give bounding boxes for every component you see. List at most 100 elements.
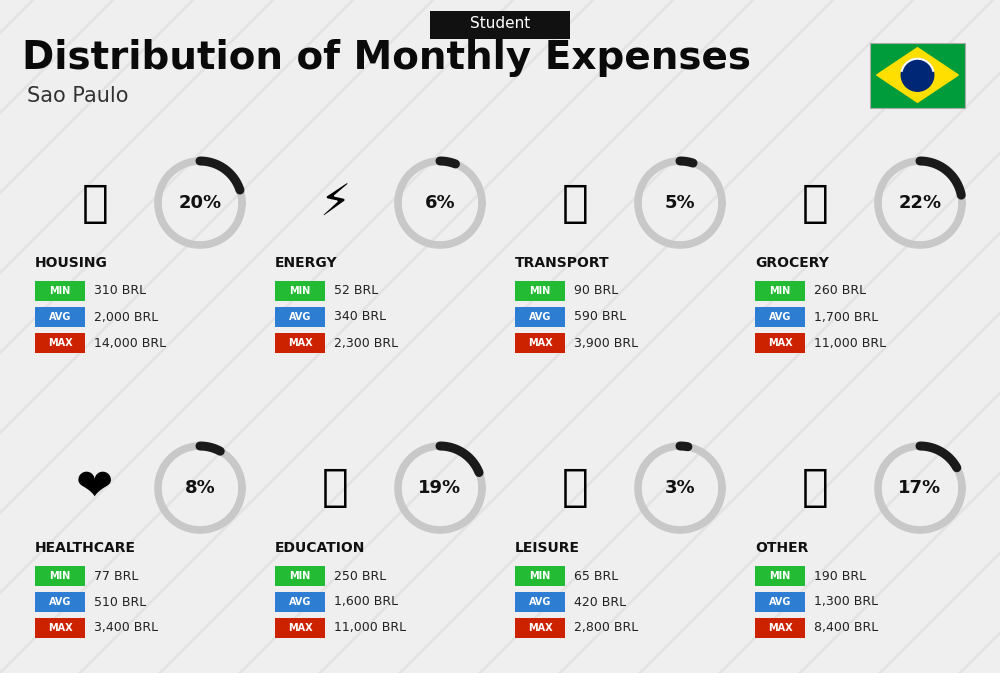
Text: HEALTHCARE: HEALTHCARE bbox=[35, 541, 136, 555]
Text: 590 BRL: 590 BRL bbox=[574, 310, 626, 324]
Text: GROCERY: GROCERY bbox=[755, 256, 829, 270]
FancyBboxPatch shape bbox=[35, 618, 85, 638]
Text: 🏢: 🏢 bbox=[82, 182, 108, 225]
Text: 3,900 BRL: 3,900 BRL bbox=[574, 336, 638, 349]
Text: Distribution of Monthly Expenses: Distribution of Monthly Expenses bbox=[22, 39, 751, 77]
Text: EDUCATION: EDUCATION bbox=[275, 541, 365, 555]
Text: 14,000 BRL: 14,000 BRL bbox=[94, 336, 166, 349]
FancyBboxPatch shape bbox=[275, 592, 325, 612]
Text: 250 BRL: 250 BRL bbox=[334, 569, 386, 583]
Text: MAX: MAX bbox=[528, 623, 552, 633]
Text: AVG: AVG bbox=[529, 312, 551, 322]
Text: 1,700 BRL: 1,700 BRL bbox=[814, 310, 878, 324]
FancyBboxPatch shape bbox=[275, 307, 325, 327]
Text: 310 BRL: 310 BRL bbox=[94, 285, 146, 297]
FancyBboxPatch shape bbox=[515, 566, 565, 586]
FancyBboxPatch shape bbox=[35, 592, 85, 612]
Text: 22%: 22% bbox=[898, 194, 942, 212]
Text: AVG: AVG bbox=[289, 312, 311, 322]
Text: MAX: MAX bbox=[288, 338, 312, 348]
FancyBboxPatch shape bbox=[755, 333, 805, 353]
Text: MIN: MIN bbox=[529, 571, 551, 581]
Text: 510 BRL: 510 BRL bbox=[94, 596, 146, 608]
Polygon shape bbox=[877, 48, 958, 102]
FancyBboxPatch shape bbox=[275, 333, 325, 353]
FancyBboxPatch shape bbox=[515, 307, 565, 327]
FancyBboxPatch shape bbox=[430, 11, 570, 39]
Text: 💰: 💰 bbox=[802, 466, 828, 509]
FancyBboxPatch shape bbox=[870, 42, 965, 108]
FancyBboxPatch shape bbox=[275, 281, 325, 301]
FancyBboxPatch shape bbox=[35, 333, 85, 353]
Text: MAX: MAX bbox=[288, 623, 312, 633]
Text: 2,800 BRL: 2,800 BRL bbox=[574, 621, 638, 635]
FancyBboxPatch shape bbox=[755, 566, 805, 586]
Text: 1,600 BRL: 1,600 BRL bbox=[334, 596, 398, 608]
Text: OTHER: OTHER bbox=[755, 541, 808, 555]
Text: 11,000 BRL: 11,000 BRL bbox=[814, 336, 886, 349]
Text: 5%: 5% bbox=[665, 194, 695, 212]
Text: 8%: 8% bbox=[185, 479, 215, 497]
Text: MIN: MIN bbox=[529, 286, 551, 296]
FancyBboxPatch shape bbox=[515, 618, 565, 638]
Text: 🛍️: 🛍️ bbox=[562, 466, 588, 509]
Text: 420 BRL: 420 BRL bbox=[574, 596, 626, 608]
FancyBboxPatch shape bbox=[755, 618, 805, 638]
FancyBboxPatch shape bbox=[755, 592, 805, 612]
Text: AVG: AVG bbox=[769, 312, 791, 322]
Text: MAX: MAX bbox=[768, 338, 792, 348]
Text: 2,000 BRL: 2,000 BRL bbox=[94, 310, 158, 324]
Text: 17%: 17% bbox=[898, 479, 942, 497]
Text: MIN: MIN bbox=[49, 571, 71, 581]
FancyBboxPatch shape bbox=[35, 566, 85, 586]
FancyBboxPatch shape bbox=[755, 307, 805, 327]
Text: AVG: AVG bbox=[49, 312, 71, 322]
Text: Sao Paulo: Sao Paulo bbox=[27, 86, 128, 106]
Text: 260 BRL: 260 BRL bbox=[814, 285, 866, 297]
Text: LEISURE: LEISURE bbox=[515, 541, 580, 555]
FancyBboxPatch shape bbox=[515, 333, 565, 353]
Text: 340 BRL: 340 BRL bbox=[334, 310, 386, 324]
FancyBboxPatch shape bbox=[35, 281, 85, 301]
Text: 2,300 BRL: 2,300 BRL bbox=[334, 336, 398, 349]
Text: ⚡: ⚡ bbox=[319, 182, 351, 225]
Text: 8,400 BRL: 8,400 BRL bbox=[814, 621, 878, 635]
Text: 19%: 19% bbox=[418, 479, 462, 497]
Text: 3,400 BRL: 3,400 BRL bbox=[94, 621, 158, 635]
FancyBboxPatch shape bbox=[515, 281, 565, 301]
Text: 65 BRL: 65 BRL bbox=[574, 569, 618, 583]
Text: 190 BRL: 190 BRL bbox=[814, 569, 866, 583]
Text: 1,300 BRL: 1,300 BRL bbox=[814, 596, 878, 608]
Circle shape bbox=[901, 59, 934, 92]
Text: 3%: 3% bbox=[665, 479, 695, 497]
Text: MIN: MIN bbox=[769, 571, 791, 581]
Text: MIN: MIN bbox=[49, 286, 71, 296]
Text: AVG: AVG bbox=[49, 597, 71, 607]
Text: 90 BRL: 90 BRL bbox=[574, 285, 618, 297]
FancyBboxPatch shape bbox=[275, 618, 325, 638]
Text: AVG: AVG bbox=[289, 597, 311, 607]
Text: ENERGY: ENERGY bbox=[275, 256, 338, 270]
Text: AVG: AVG bbox=[529, 597, 551, 607]
Text: 20%: 20% bbox=[178, 194, 222, 212]
Text: MIN: MIN bbox=[769, 286, 791, 296]
Text: ❤️: ❤️ bbox=[76, 466, 114, 509]
Text: MAX: MAX bbox=[768, 623, 792, 633]
Text: MIN: MIN bbox=[289, 571, 311, 581]
Text: MAX: MAX bbox=[48, 623, 72, 633]
FancyBboxPatch shape bbox=[515, 592, 565, 612]
FancyBboxPatch shape bbox=[35, 307, 85, 327]
Text: 77 BRL: 77 BRL bbox=[94, 569, 138, 583]
Text: AVG: AVG bbox=[769, 597, 791, 607]
Text: 🚌: 🚌 bbox=[562, 182, 588, 225]
Text: MAX: MAX bbox=[48, 338, 72, 348]
Text: TRANSPORT: TRANSPORT bbox=[515, 256, 610, 270]
Text: 11,000 BRL: 11,000 BRL bbox=[334, 621, 406, 635]
Text: MAX: MAX bbox=[528, 338, 552, 348]
Text: Student: Student bbox=[470, 17, 530, 32]
Text: 🛒: 🛒 bbox=[802, 182, 828, 225]
Text: HOUSING: HOUSING bbox=[35, 256, 108, 270]
Text: 52 BRL: 52 BRL bbox=[334, 285, 378, 297]
FancyBboxPatch shape bbox=[755, 281, 805, 301]
FancyBboxPatch shape bbox=[275, 566, 325, 586]
